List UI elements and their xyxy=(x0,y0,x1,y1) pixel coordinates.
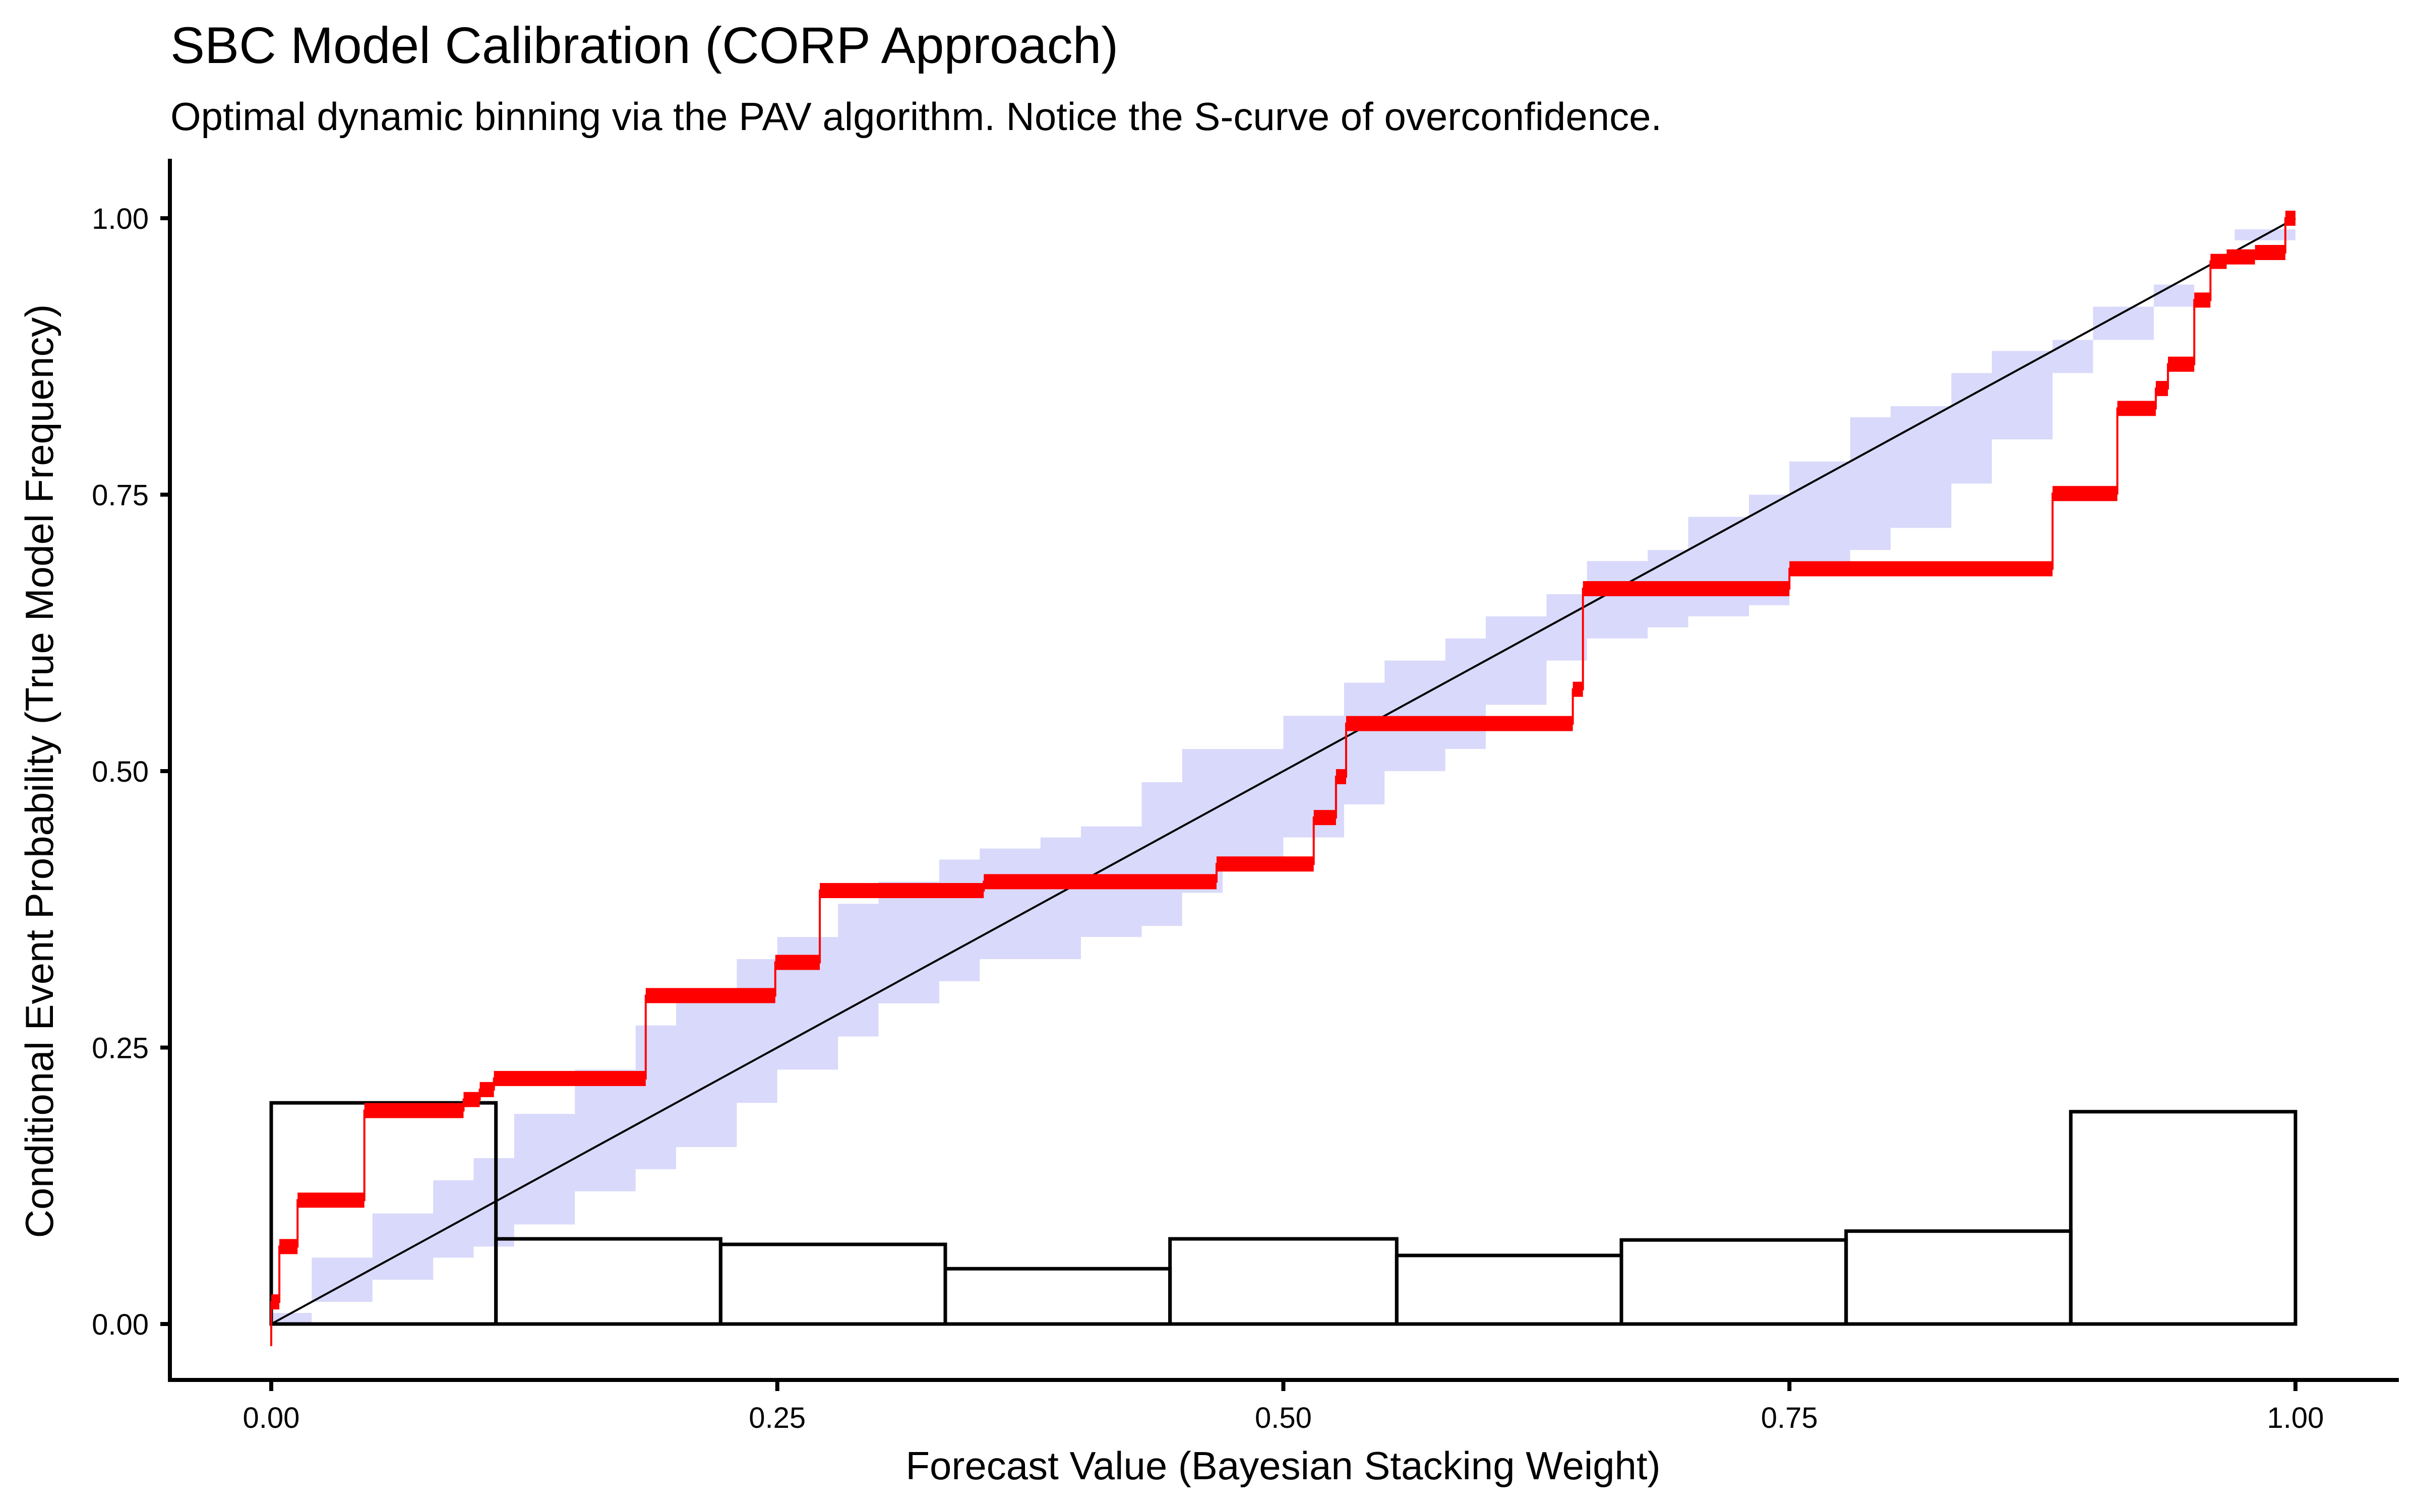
histogram-bar xyxy=(1395,1253,1623,1326)
identity-diagonal-line xyxy=(271,217,2296,1325)
y-tick-label: 1.00 xyxy=(92,203,149,235)
x-axis-ticks: 0.00 0.25 0.50 0.75 1.00 xyxy=(243,1380,2324,1434)
x-tick-label: 1.00 xyxy=(2267,1402,2324,1434)
chart-subtitle: Optimal dynamic binning via the PAV algo… xyxy=(170,94,1662,139)
histogram-bar xyxy=(1619,1238,1848,1326)
x-tick-label: 0.75 xyxy=(1761,1402,1818,1434)
x-tick-label: 0.25 xyxy=(749,1402,806,1434)
y-tick-label: 0.50 xyxy=(92,755,149,788)
histogram-bar xyxy=(718,1242,947,1326)
pav-curve-layer xyxy=(270,211,2295,1346)
plot-area xyxy=(269,211,2297,1346)
y-tick-label: 0.75 xyxy=(92,479,149,512)
histogram-bar xyxy=(1168,1237,1399,1326)
histogram-bar xyxy=(494,1237,722,1326)
histogram-bar xyxy=(1844,1229,2073,1326)
y-tick-label: 0.00 xyxy=(92,1308,149,1341)
histogram-bar xyxy=(943,1267,1172,1326)
diagonal-layer xyxy=(271,217,2296,1325)
y-axis-title: Conditional Event Probability (True Mode… xyxy=(17,304,62,1238)
y-tick-label: 0.25 xyxy=(92,1032,149,1065)
x-tick-label: 0.50 xyxy=(1255,1402,1312,1434)
x-axis-title: Forecast Value (Bayesian Stacking Weight… xyxy=(905,1443,1660,1488)
chart-title: SBC Model Calibration (CORP Approach) xyxy=(170,17,1118,74)
histogram-bar xyxy=(269,1101,498,1326)
histogram-layer xyxy=(269,1101,2297,1326)
y-axis-ticks: 0.00 0.25 0.50 0.75 1.00 xyxy=(92,203,170,1341)
x-tick-label: 0.00 xyxy=(243,1402,300,1434)
histogram-bar xyxy=(2069,1110,2297,1326)
